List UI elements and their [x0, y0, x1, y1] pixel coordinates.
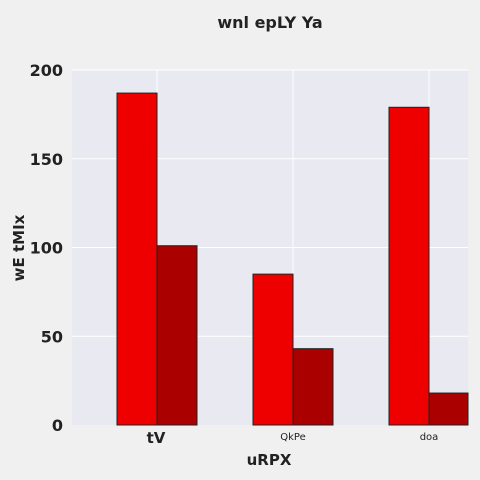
bar-QkPe-series-1: [253, 274, 293, 425]
bar-tV-series-2: [157, 246, 197, 425]
y-tick-label: 150: [30, 150, 63, 169]
y-tick-label: 200: [30, 61, 63, 80]
bar-tV-series-1: [117, 93, 157, 425]
bar-doa-series-1: [389, 107, 429, 425]
y-axis-ticks: 0 50 100 150 200: [30, 61, 63, 435]
y-tick-label: 50: [41, 327, 63, 346]
y-axis-label: wE tMIx: [10, 214, 28, 281]
bar-QkPe-series-2: [293, 349, 333, 425]
bar-doa-series-2: [429, 393, 468, 425]
x-tick-label: doa: [420, 432, 439, 443]
x-axis-label: uRPX: [247, 451, 292, 469]
x-tick-label: QkPe: [280, 432, 306, 443]
y-tick-label: 100: [30, 239, 63, 258]
x-tick-label: tV: [147, 429, 166, 447]
chart-title: wnl epLY Ya: [217, 13, 322, 32]
x-axis-ticks: tV QkPe doa: [147, 429, 439, 447]
y-tick-label: 0: [52, 416, 63, 435]
